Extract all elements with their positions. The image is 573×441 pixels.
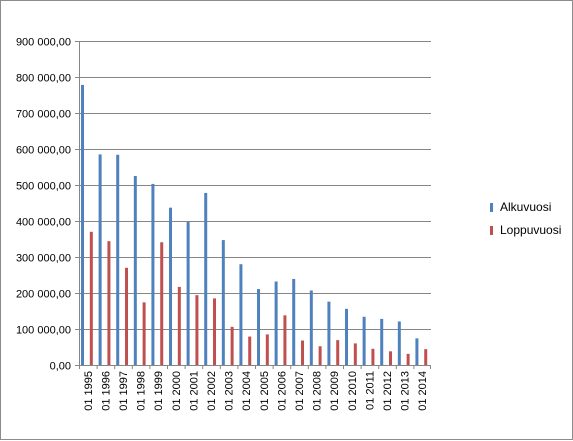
x-tick-label: 01 2003: [224, 371, 236, 411]
legend-label-loppuvuosi: Loppuvuosi: [500, 223, 561, 237]
bar-loppuvuosi-1: [107, 241, 111, 365]
bar-alkuvuosi-4: [151, 183, 155, 365]
y-tick-label: 900 000,00: [16, 37, 71, 49]
x-tick-label: 01 2001: [188, 371, 200, 411]
x-tick-label: 01 1998: [136, 371, 148, 411]
legend-swatch-loppuvuosi: [490, 226, 493, 235]
x-tick-label: 01 1997: [118, 371, 130, 411]
gridlines: [79, 41, 431, 330]
bar-loppuvuosi-7: [213, 298, 217, 365]
x-tick-label: 01 2011: [364, 371, 376, 410]
bar-loppuvuosi-19: [424, 349, 428, 365]
bar-alkuvuosi-7: [204, 192, 208, 365]
bar-alkuvuosi-18: [397, 321, 401, 365]
bar-alkuvuosi-14: [327, 301, 331, 365]
bar-alkuvuosi-15: [345, 308, 349, 365]
bar-loppuvuosi-8: [230, 326, 234, 365]
x-tick-label: 01 2013: [400, 371, 412, 411]
legend-swatch-alkuvuosi: [490, 203, 493, 212]
bar-loppuvuosi-15: [353, 343, 357, 365]
bar-loppuvuosi-12: [301, 340, 305, 365]
x-axis-ticks: 01 1995 01 1996 01 1997 01 1998 01 1999 01 20…: [83, 371, 429, 411]
x-tick-label: 01 2007: [294, 371, 306, 411]
axes: [75, 41, 431, 369]
x-tick-label: 01 2002: [206, 371, 218, 411]
legend-label-alkuvuosi: Alkuvuosi: [500, 200, 551, 214]
bar-loppuvuosi-10: [265, 334, 269, 365]
bar-loppuvuosi-5: [177, 286, 181, 365]
bar-alkuvuosi-3: [133, 176, 137, 365]
bar-alkuvuosi-16: [362, 316, 366, 365]
x-tick-label: 01 2008: [312, 371, 324, 411]
bar-loppuvuosi-0: [89, 231, 93, 365]
bar-alkuvuosi-8: [221, 240, 225, 365]
bar-loppuvuosi-4: [160, 242, 164, 365]
x-tick-label: 01 2005: [259, 371, 271, 411]
y-tick-label: 300 000,00: [16, 253, 71, 265]
bar-loppuvuosi-9: [248, 336, 252, 365]
x-tick-label: 01 2009: [329, 371, 341, 411]
bar-alkuvuosi-0: [81, 84, 85, 366]
y-tick-label: 800 000,00: [16, 73, 71, 85]
bar-loppuvuosi-6: [195, 295, 199, 365]
y-axis-ticks: 0,00 100 000,00 200 000,00 300 000,00 400 00…: [16, 37, 71, 373]
x-tick-label: 01 1996: [100, 371, 112, 411]
bar-alkuvuosi-6: [186, 221, 190, 365]
bar-alkuvuosi-5: [169, 207, 173, 365]
x-tick-label: 01 1995: [83, 371, 95, 411]
y-tick-label: 200 000,00: [16, 289, 71, 301]
bar-loppuvuosi-3: [142, 302, 146, 365]
x-tick-label: 01 2000: [171, 371, 183, 411]
x-tick-label: 01 2010: [347, 371, 359, 411]
y-tick-label: 0,00: [50, 361, 71, 373]
bar-loppuvuosi-14: [336, 340, 340, 365]
x-tick-label: 01 1999: [153, 371, 165, 411]
x-tick-label: 01 2012: [382, 371, 394, 411]
y-tick-label: 500 000,00: [16, 181, 71, 193]
x-tick-label: 01 2004: [241, 371, 253, 411]
x-tick-label: 01 2014: [417, 371, 429, 411]
x-tick-label: 01 2006: [276, 371, 288, 411]
bar-loppuvuosi-13: [318, 346, 322, 365]
bar-loppuvuosi-18: [406, 353, 410, 365]
bar-alkuvuosi-13: [309, 290, 313, 365]
y-tick-label: 600 000,00: [16, 145, 71, 157]
bar-alkuvuosi-10: [257, 289, 261, 365]
bar-alkuvuosi-11: [274, 281, 278, 365]
bar-loppuvuosi-17: [389, 351, 393, 365]
bar-alkuvuosi-12: [292, 278, 296, 365]
bar-alkuvuosi-9: [239, 264, 243, 365]
legend: Alkuvuosi Loppuvuosi: [490, 200, 561, 237]
y-tick-label: 100 000,00: [16, 325, 71, 337]
bar-loppuvuosi-2: [125, 267, 129, 365]
bar-alkuvuosi-1: [98, 154, 102, 365]
bar-alkuvuosi-19: [415, 338, 419, 365]
bar-alkuvuosi-17: [380, 318, 384, 365]
y-tick-label: 400 000,00: [16, 217, 71, 229]
bar-loppuvuosi-11: [283, 315, 287, 365]
bars: [81, 84, 428, 366]
bar-alkuvuosi-2: [116, 154, 120, 365]
bar-loppuvuosi-16: [371, 348, 375, 365]
y-tick-label: 700 000,00: [16, 109, 71, 121]
